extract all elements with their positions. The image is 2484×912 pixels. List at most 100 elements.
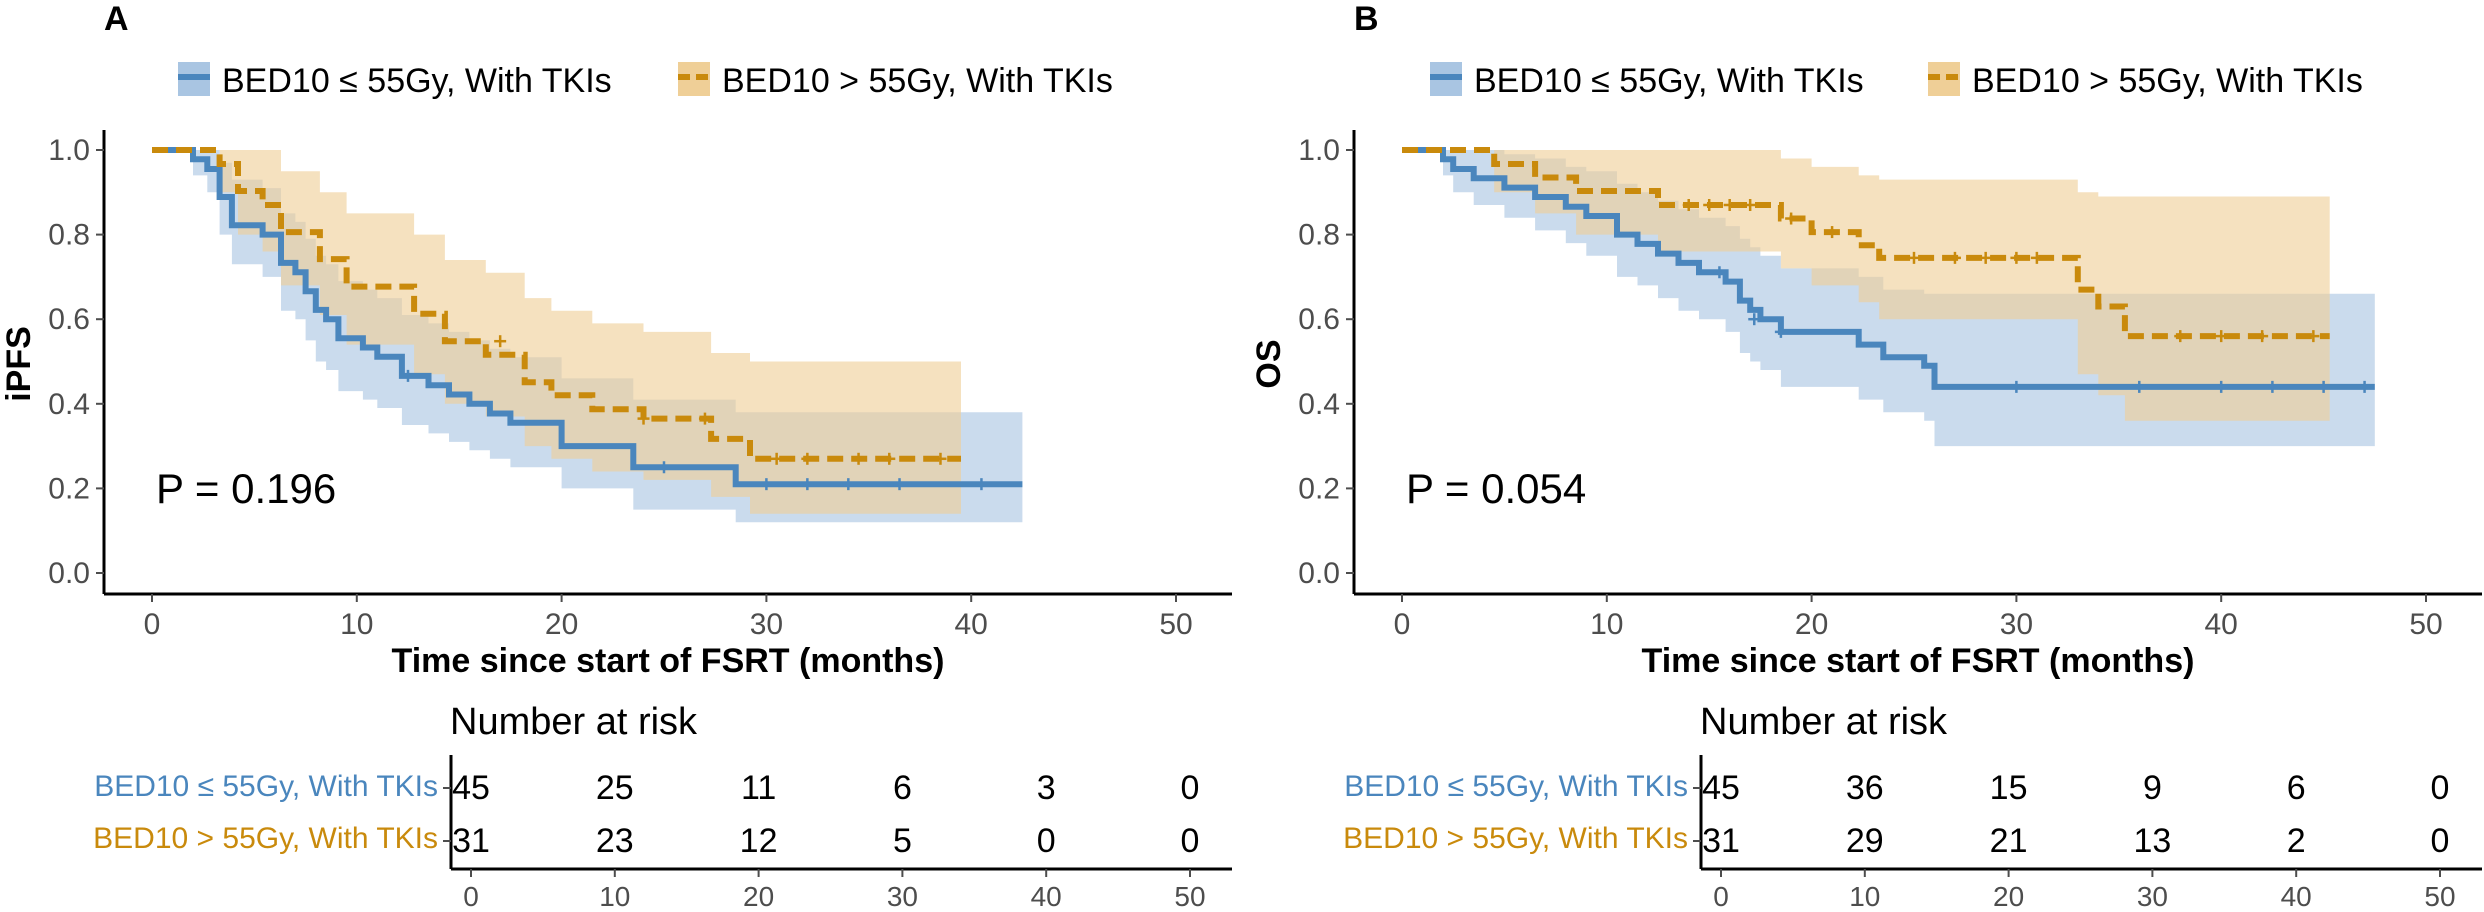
y-tick-label: 0.0 [1298,557,1340,590]
censor-mark [1979,251,1992,264]
y-tick-label: 0.6 [1298,303,1340,336]
y-axis-title: OS [1250,339,1288,388]
risk-x-tick-label: 30 [887,881,918,912]
censor-mark [1908,251,1920,264]
risk-count-series-2: 0 [1037,822,1056,860]
censor-mark [494,335,507,348]
y-tick-label: 0.4 [48,388,90,421]
risk-count-series-2: 2 [2287,822,2306,860]
risk-count-series-1: 9 [2143,769,2162,807]
x-ticks: 0 10 20 30 40 50 [144,594,1193,641]
panel-letter-a: A [104,0,129,38]
x-tick-label: 10 [1590,608,1623,641]
risk-count-series-1: 0 [2431,769,2450,807]
x-tick-label: 30 [2000,608,2033,641]
panel-b: B BED10 ≤ 55Gy, With TKIs BED10 > 55Gy, … [1250,0,2482,912]
risk-x-tick-label: 0 [1713,881,1729,912]
y-ticks: 0.0 0.2 0.4 0.6 0.8 1.0 [1298,134,1354,590]
risk-label-group2: BED10 > 55Gy, With TKIs [93,822,438,855]
censor-mark [2266,380,2279,393]
y-tick-label: 0.2 [48,472,90,505]
censor-mark [1703,198,1716,211]
risk-count-series-2: 29 [1846,822,1884,860]
risk-count-series-2: 0 [2431,822,2450,860]
risk-x-tick-label: 30 [2137,881,2168,912]
x-tick-label: 40 [2205,608,2238,641]
censor-mark [1744,198,1757,211]
risk-x-tick-label: 10 [599,881,630,912]
risk-table-title: Number at risk [450,701,698,743]
risk-x-tick-label: 40 [2281,881,2312,912]
risk-count-series-1: 45 [452,769,490,807]
risk-x-ticks: 0 10 20 30 40 50 [443,787,1206,912]
risk-count-series-1: 11 [741,769,776,807]
x-tick-label: 30 [750,608,783,641]
km-curve-series-1 [152,147,1023,488]
risk-table-title: Number at risk [1700,701,1948,743]
risk-count-series-2: 12 [740,822,778,860]
risk-x-tick-label: 20 [1993,881,2024,912]
x-tick-label: 20 [545,608,578,641]
risk-table: Number at risk BED10 ≤ 55Gy, With TKIs B… [93,701,1232,912]
censor-mark [2317,380,2330,393]
censor-mark [698,412,711,425]
risk-label-group1: BED10 ≤ 55Gy, With TKIs [1344,770,1688,803]
risk-count-series-1: 0 [1181,769,1200,807]
censor-mark [760,478,773,491]
risk-count-series-1: 6 [2287,769,2306,807]
risk-table: Number at risk BED10 ≤ 55Gy, With TKIs B… [1343,701,2482,912]
censor-mark [770,452,783,465]
y-tick-label: 0.8 [1298,219,1340,252]
censor-mark [2010,380,2023,393]
km-curve-series-1 [1402,147,2375,390]
panel-letter-b: B [1354,0,1379,38]
ci-band-series-2 [1402,150,2330,421]
censor-mark [2256,330,2269,343]
risk-count-series-1: 15 [1990,769,2028,807]
censor-mark [893,478,906,491]
x-tick-label: 0 [144,608,161,641]
legend: BED10 ≤ 55Gy, With TKIs BED10 > 55Gy, Wi… [1430,62,2363,100]
x-tick-label: 0 [1394,608,1411,641]
y-ticks: 0.0 0.2 0.4 0.6 0.8 1.0 [48,134,104,590]
censor-mark [402,369,414,382]
censor-mark [1682,198,1695,211]
censor-mark [1948,251,1961,264]
censor-mark [934,452,947,465]
censor-mark [658,461,670,474]
y-tick-label: 0.6 [48,303,90,336]
censor-mark [2030,251,2043,264]
censor-mark [975,478,988,491]
plot-area [1402,147,2375,447]
y-tick-label: 1.0 [48,134,90,167]
censor-mark [801,478,814,491]
y-tick-label: 0.2 [1298,472,1340,505]
censor-mark [2307,330,2320,343]
risk-x-tick-label: 10 [1849,881,1880,912]
censor-mark [801,452,814,465]
legend: BED10 ≤ 55Gy, With TKIs BED10 > 55Gy, Wi… [178,62,1113,100]
censor-mark [2174,330,2187,343]
censor-mark [1748,313,1761,326]
censor-mark [883,452,896,465]
censor-mark [852,452,865,465]
censor-mark [637,412,650,425]
risk-count-series-1: 36 [1846,769,1884,807]
censor-mark [1713,266,1726,279]
p-value: P = 0.054 [1406,465,1586,512]
risk-label-group1: BED10 ≤ 55Gy, With TKIs [94,770,438,803]
panel-a: A BED10 ≤ 55Gy, With TKIs BED10 > 55Gy, … [0,0,1232,912]
x-tick-label: 50 [2409,608,2442,641]
risk-count-series-1: 3 [1037,769,1056,807]
censor-mark [2215,380,2228,393]
risk-count-series-1: 45 [1702,769,1740,807]
censor-mark [2010,251,2023,264]
y-tick-label: 0.0 [48,557,90,590]
risk-count-series-2: 21 [1990,822,2028,860]
x-tick-label: 50 [1159,608,1192,641]
risk-count-series-1: 6 [893,769,912,807]
y-tick-label: 1.0 [1298,134,1340,167]
x-tick-label: 10 [340,608,373,641]
risk-x-tick-label: 50 [1174,881,1205,912]
